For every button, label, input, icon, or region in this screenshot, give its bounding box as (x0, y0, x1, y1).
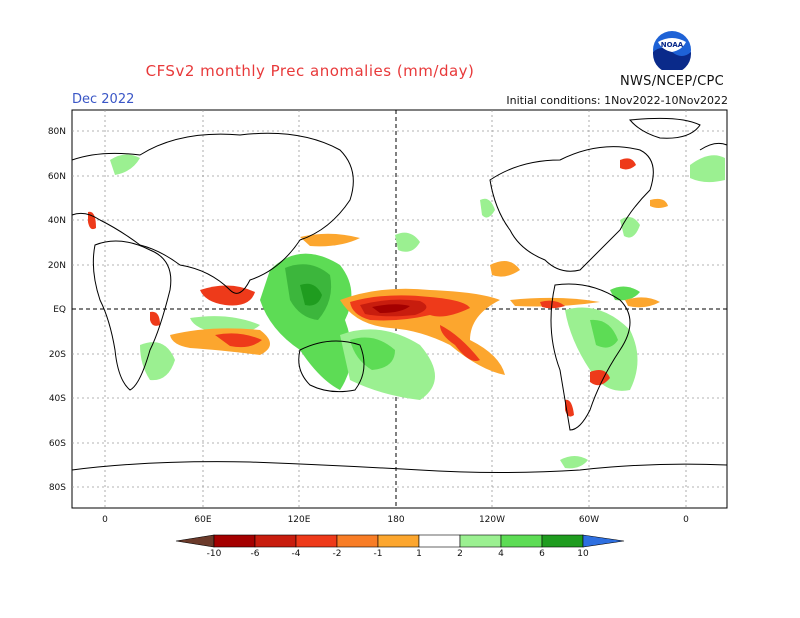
colorbar-segment (541, 534, 584, 548)
colorbar-label: 2 (457, 549, 463, 559)
lon-label: 0 (683, 515, 689, 525)
lon-label: 60E (194, 515, 211, 525)
forecast-month: Dec 2022 (72, 92, 135, 107)
lon-label: 180 (387, 515, 404, 525)
colorbar-segment (254, 534, 297, 548)
map-title: CFSv2 monthly Prec anomalies (mm/day) (145, 62, 475, 80)
lon-label: 60W (579, 515, 599, 525)
colorbar-label: 6 (539, 549, 545, 559)
lat-labels: 80N 60N 40N 20N EQ 20S 40S 60S 80S (48, 127, 66, 493)
colorbar: -10 -6 -4 -2 -1 1 2 4 6 10 (175, 534, 625, 559)
wet-anomalies (110, 154, 725, 469)
lat-label: 60S (49, 439, 66, 449)
lon-label: 120W (479, 515, 505, 525)
lat-label: 80N (48, 127, 66, 137)
colorbar-segment (418, 534, 461, 548)
lon-labels: 0 60E 120E 180 120W 60W 0 (102, 515, 689, 525)
colorbar-low-arrow (175, 534, 215, 548)
lat-label: 80S (49, 483, 66, 493)
colorbar-segment (500, 534, 543, 548)
lon-label: 120E (288, 515, 311, 525)
colorbar-label: -1 (374, 549, 383, 559)
colorbar-label: -10 (207, 549, 222, 559)
colorbar-label: 10 (577, 549, 589, 559)
colorbar-label: 4 (498, 549, 504, 559)
colorbar-segment (336, 534, 379, 548)
colorbar-segment (295, 534, 338, 548)
lat-label: 20S (49, 350, 66, 360)
initial-conditions: Initial conditions: 1Nov2022-10Nov2022 (506, 94, 728, 107)
colorbar-label: -6 (251, 549, 260, 559)
noaa-logo: NOAA (653, 31, 691, 70)
svg-text:NOAA: NOAA (661, 41, 684, 49)
lat-label: 40N (48, 216, 66, 226)
dry-anomalies (88, 158, 668, 417)
lat-label: 20N (48, 261, 66, 271)
lon-label: 0 (102, 515, 108, 525)
colorbar-label: -2 (333, 549, 342, 559)
coastlines (71, 117, 728, 473)
colorbar-segment (377, 534, 420, 548)
colorbar-label: -4 (292, 549, 301, 559)
lat-label: 60N (48, 172, 66, 182)
lat-label: EQ (53, 305, 66, 315)
colorbar-label: 1 (416, 549, 422, 559)
colorbar-segment (459, 534, 502, 548)
lat-label: 40S (49, 394, 66, 404)
colorbar-high-arrow (582, 534, 625, 548)
agency-label: NWS/NCEP/CPC (620, 74, 725, 89)
colorbar-segment (213, 534, 256, 548)
